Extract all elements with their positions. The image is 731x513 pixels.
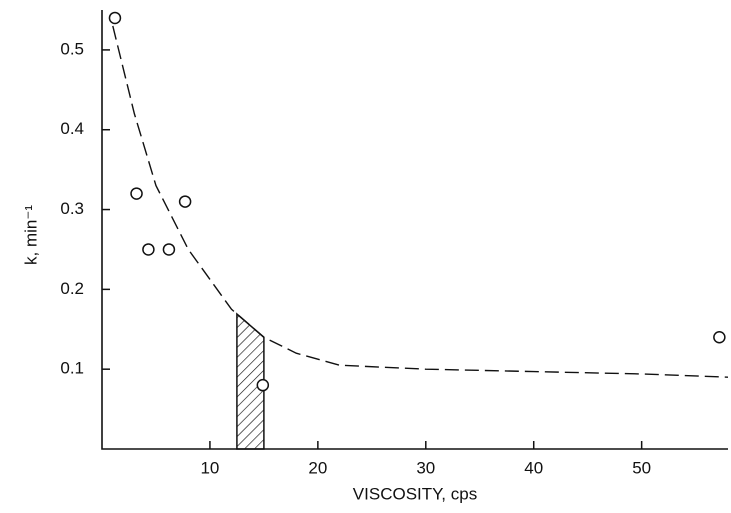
y-tick-label: 0.4 [60, 119, 84, 138]
data-point [162, 243, 176, 256]
data-point [256, 378, 270, 392]
y-axis-label: k, min⁻¹ [21, 205, 40, 265]
fit-curve [112, 25, 729, 378]
y-tick-label: 0.2 [60, 279, 84, 298]
x-tick-label: 50 [632, 458, 651, 477]
y-tick-label: 0.1 [60, 359, 84, 378]
data-point [142, 243, 155, 256]
data-point [178, 195, 192, 208]
x-axis-label: VISCOSITY, cps [353, 484, 477, 503]
y-tick-label: 0.3 [60, 199, 84, 218]
y-tick-label: 0.5 [60, 39, 84, 58]
data-point [108, 11, 122, 25]
x-tick-label: 40 [524, 458, 543, 477]
axis-frame [101, 10, 728, 450]
x-tick-label: 20 [308, 458, 327, 477]
data-point [713, 331, 726, 344]
x-tick-label: 30 [416, 458, 435, 477]
data-point [130, 187, 143, 200]
x-tick-label: 10 [200, 458, 219, 477]
